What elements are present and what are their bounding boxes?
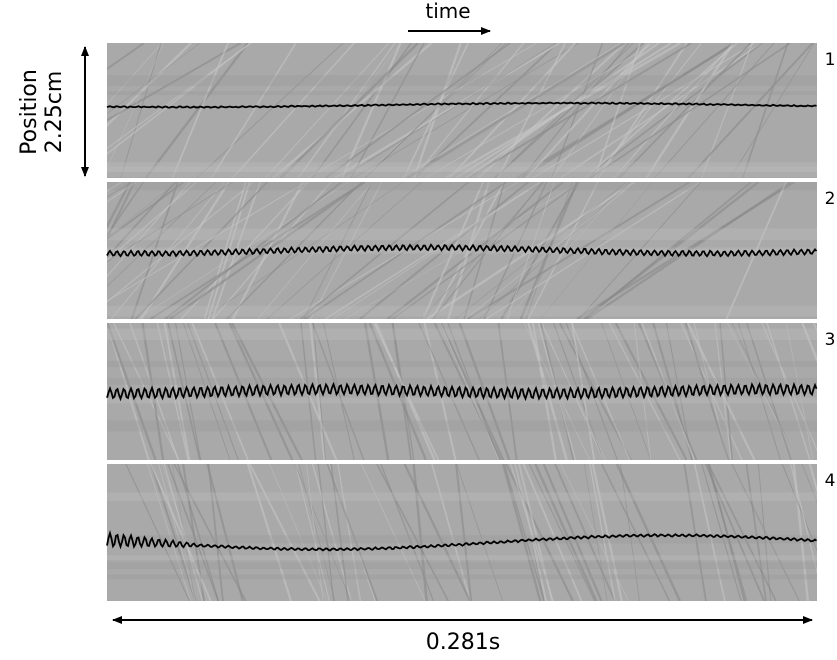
panel-number: 4 — [825, 471, 836, 491]
panel-number: 2 — [825, 189, 836, 209]
texture — [107, 323, 817, 460]
scale-y-label: 2.25cm — [42, 71, 67, 154]
panel-number: 3 — [825, 330, 836, 350]
trace — [106, 243, 818, 258]
panels: 1 2 3 4 — [106, 43, 836, 601]
panel-number: 1 — [825, 50, 836, 70]
panel — [107, 43, 817, 178]
texture — [107, 464, 817, 601]
trace — [106, 101, 817, 109]
scale-x-label: 0.281s — [426, 630, 500, 655]
texture — [107, 43, 817, 178]
position-label: Position — [17, 69, 42, 155]
trace — [106, 530, 818, 552]
time-label: time — [425, 0, 470, 23]
trace — [106, 381, 818, 402]
